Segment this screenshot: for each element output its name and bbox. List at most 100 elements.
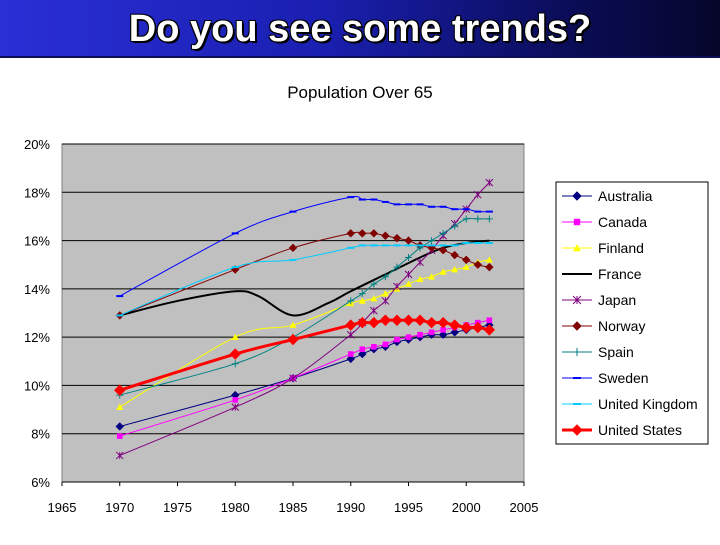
data-point-united-states — [402, 314, 415, 326]
data-point-japan — [369, 306, 378, 315]
y-tick-label: 14% — [24, 282, 50, 297]
data-point-spain — [451, 222, 459, 230]
data-point-canada — [486, 317, 493, 324]
data-point-canada — [405, 334, 412, 340]
data-point-australia — [358, 349, 367, 359]
data-point-norway — [404, 236, 413, 245]
series-norway — [115, 229, 494, 320]
data-point-australia — [450, 328, 459, 337]
legend-label: Norway — [598, 318, 645, 334]
data-point-finland — [462, 263, 470, 270]
chart-title: Population Over 65 — [287, 83, 433, 102]
data-point-spain — [393, 263, 401, 271]
legend-entry-canada: Canada — [562, 214, 647, 230]
data-point-spain — [485, 215, 493, 223]
series-lines — [114, 178, 496, 460]
population-chart: Population Over 65 6% 8% 10% 12% 14% 16% 18% 20… — [24, 83, 709, 515]
data-point-united-states — [356, 316, 369, 329]
data-point-australia — [346, 354, 355, 364]
data-point-canada — [359, 346, 366, 353]
x-tick-label: 1990 — [336, 500, 365, 515]
legend-swatch-marker — [573, 218, 581, 226]
data-point-norway — [392, 233, 402, 243]
legend-label: Australia — [598, 188, 653, 204]
legend: Australia Canada Finland France Japan Norway S… — [555, 181, 709, 445]
data-point-norway — [450, 250, 459, 260]
series-japan — [115, 178, 494, 460]
legend-entry-france: France — [562, 266, 642, 282]
legend-swatch-marker — [571, 424, 583, 436]
x-tick-label: 1975 — [163, 500, 192, 515]
data-point-japan — [346, 330, 355, 339]
legend-entry-united-kingdom: United Kingdom — [562, 396, 698, 412]
x-tick-label: 1965 — [48, 500, 77, 515]
legend-label: Canada — [598, 214, 647, 230]
legend-swatch-marker — [573, 244, 581, 252]
legend-entry-norway: Norway — [562, 318, 645, 334]
x-tick-label: 1970 — [105, 500, 134, 515]
y-tick-label: 10% — [24, 378, 50, 393]
data-point-finland — [358, 297, 366, 304]
x-tick-label: 2005 — [510, 500, 539, 515]
data-point-norway — [346, 229, 355, 238]
data-point-united-states — [448, 319, 461, 331]
y-tick-label: 18% — [24, 185, 50, 200]
data-point-canada — [347, 351, 354, 357]
data-point-spain — [428, 237, 436, 245]
y-tick-label: 12% — [24, 330, 50, 345]
slide-title: Do you see some trends? — [128, 8, 592, 50]
data-point-norway — [288, 243, 298, 253]
series-line-france — [119, 239, 490, 317]
data-point-japan — [231, 403, 240, 412]
data-point-united-states — [229, 348, 241, 360]
legend-swatch-marker — [572, 191, 582, 201]
data-point-norway — [473, 260, 483, 269]
data-point-norway — [381, 231, 390, 240]
header-divider — [0, 56, 720, 58]
data-point-united-states — [391, 314, 403, 326]
slide-header — [0, 0, 720, 58]
series-line-australia — [119, 324, 490, 427]
series-united-states — [114, 314, 496, 396]
data-point-finland — [289, 321, 297, 328]
x-tick-label: 2000 — [452, 500, 481, 515]
data-point-japan — [485, 178, 494, 187]
data-point-united-states — [472, 321, 484, 334]
data-point-finland — [370, 295, 378, 302]
y-axis: 6% 8% 10% 12% 14% 16% 18% 20% — [24, 137, 50, 490]
data-point-norway — [485, 262, 494, 272]
y-tick-label: 20% — [24, 137, 50, 152]
data-point-finland — [485, 256, 493, 263]
data-point-spain — [405, 253, 412, 261]
data-point-canada — [428, 329, 435, 336]
chart-container: Population Over 65 6% 8% 10% 12% 14% 16% 18% 20… — [0, 62, 720, 540]
legend-label: Japan — [598, 292, 636, 308]
data-point-united-states — [437, 316, 449, 329]
series-france — [119, 239, 490, 317]
data-point-canada — [394, 336, 400, 343]
y-tick-label: 16% — [24, 234, 50, 249]
legend-label: United Kingdom — [598, 396, 698, 412]
legend-swatch-marker — [572, 295, 582, 305]
series-sweden — [116, 196, 493, 298]
data-point-finland — [416, 275, 424, 282]
data-point-spain — [439, 229, 447, 237]
legend-box — [555, 181, 709, 445]
legend-label: United States — [598, 422, 682, 438]
data-point-japan — [289, 374, 297, 383]
data-point-spain — [358, 290, 366, 298]
x-axis: 1965 1970 1975 1980 1985 1990 1995 2000 2005 — [48, 482, 539, 515]
data-point-canada — [371, 344, 377, 350]
legend-label: Finland — [598, 240, 644, 256]
data-point-spain — [462, 215, 470, 223]
data-point-finland — [381, 290, 389, 297]
data-point-united-states — [345, 319, 357, 331]
data-point-spain — [474, 215, 482, 223]
legend-entry-australia: Australia — [562, 188, 653, 204]
legend-swatch-marker — [572, 321, 582, 331]
data-point-canada — [440, 327, 446, 333]
data-point-united-states — [414, 314, 426, 326]
data-point-norway — [438, 246, 448, 255]
legend-label: Sweden — [598, 370, 649, 386]
data-point-canada — [417, 331, 423, 338]
